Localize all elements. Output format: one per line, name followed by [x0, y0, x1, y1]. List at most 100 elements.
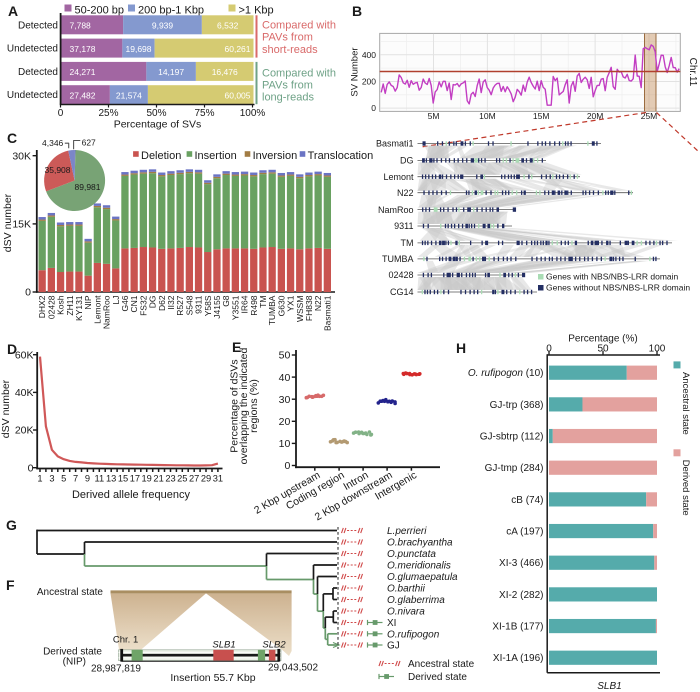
- svg-text:Deletion: Deletion: [141, 150, 181, 162]
- svg-text:O.rufipogon: O.rufipogon: [387, 629, 440, 640]
- svg-text:21: 21: [153, 474, 163, 484]
- svg-text:Percentage of SVs: Percentage of SVs: [114, 119, 202, 131]
- svg-text:4,346: 4,346: [42, 138, 64, 148]
- svg-text:Insertion: Insertion: [195, 150, 237, 162]
- svg-text:TM: TM: [258, 296, 268, 308]
- svg-text:23: 23: [165, 474, 175, 484]
- svg-text:Chr. 1: Chr. 1: [113, 635, 138, 646]
- svg-text:Genes without NBS/NBS-LRR doma: Genes without NBS/NBS-LRR domain: [546, 282, 690, 292]
- svg-text:Chr.11: Chr.11: [687, 58, 698, 87]
- svg-text:TUMBA: TUMBA: [382, 254, 414, 264]
- svg-text:O.nivara: O.nivara: [387, 607, 425, 618]
- svg-text:long-reads: long-reads: [262, 92, 314, 104]
- svg-text:S548: S548: [184, 295, 194, 315]
- svg-text:50: 50: [279, 350, 291, 362]
- svg-text:CG14: CG14: [390, 287, 414, 297]
- svg-text:O.glumaepatula: O.glumaepatula: [387, 572, 458, 583]
- svg-text:Inversion: Inversion: [253, 150, 298, 162]
- svg-text:50: 50: [597, 344, 609, 355]
- svg-text:(NIP): (NIP): [63, 657, 86, 668]
- svg-text:GJ-tmp (284): GJ-tmp (284): [485, 463, 544, 474]
- svg-text:31: 31: [213, 474, 223, 484]
- svg-text:14,197: 14,197: [158, 67, 184, 77]
- svg-text:XI-3 (466): XI-3 (466): [499, 558, 543, 569]
- svg-text:N22: N22: [313, 295, 323, 311]
- svg-text:02428: 02428: [46, 295, 56, 319]
- svg-text:10M: 10M: [479, 111, 496, 121]
- svg-text:28,987,819: 28,987,819: [91, 664, 141, 675]
- svg-text:16,476: 16,476: [212, 67, 238, 77]
- svg-text:25M: 25M: [641, 111, 658, 121]
- svg-text:II32: II32: [166, 295, 176, 309]
- svg-text:40: 40: [279, 372, 291, 384]
- svg-text:TUMBA: TUMBA: [267, 295, 277, 325]
- svg-text:Undetected: Undetected: [7, 90, 58, 101]
- svg-text:FH838: FH838: [304, 295, 314, 321]
- svg-text:02428: 02428: [388, 270, 413, 280]
- svg-text:R498: R498: [249, 295, 259, 316]
- svg-text:Genes with NBS/NBS-LRR domain: Genes with NBS/NBS-LRR domain: [546, 271, 679, 281]
- svg-text:TM: TM: [401, 238, 414, 248]
- svg-text:E: E: [232, 339, 241, 355]
- svg-text:15: 15: [118, 474, 128, 484]
- svg-text:G46: G46: [120, 295, 130, 311]
- svg-text:short-reads: short-reads: [262, 44, 318, 56]
- svg-text:IR64: IR64: [240, 295, 250, 313]
- svg-text:3: 3: [49, 474, 54, 484]
- svg-text:Lemont: Lemont: [92, 295, 102, 324]
- svg-text:L.perrieri: L.perrieri: [387, 526, 427, 537]
- svg-text:7,788: 7,788: [70, 21, 92, 31]
- svg-text:10: 10: [279, 438, 291, 450]
- svg-text:Basmati1: Basmati1: [376, 139, 414, 149]
- svg-text:Ancestral state: Ancestral state: [37, 587, 104, 598]
- svg-text:0: 0: [28, 462, 34, 474]
- svg-text:Percentage (%): Percentage (%): [568, 334, 637, 345]
- svg-text:19,698: 19,698: [126, 44, 152, 54]
- svg-text:GJ-trp (368): GJ-trp (368): [490, 400, 544, 411]
- svg-text:27,482: 27,482: [70, 90, 96, 100]
- svg-text:Insertion 55.7 Kbp: Insertion 55.7 Kbp: [170, 672, 255, 684]
- svg-text:SLB1: SLB1: [212, 640, 235, 651]
- svg-text:D: D: [7, 341, 17, 357]
- svg-text:35,908: 35,908: [45, 165, 71, 175]
- svg-text:C: C: [7, 130, 17, 146]
- svg-text:Detected: Detected: [18, 20, 58, 31]
- svg-text:LJ: LJ: [111, 295, 121, 304]
- svg-text:50%: 50%: [146, 108, 166, 119]
- svg-text:H: H: [456, 340, 466, 356]
- svg-text:627: 627: [82, 138, 96, 148]
- svg-text:0: 0: [546, 344, 552, 355]
- svg-text:GJ-sbtrp (112): GJ-sbtrp (112): [480, 432, 544, 443]
- svg-text:Kosh: Kosh: [56, 295, 66, 315]
- svg-text:DG: DG: [148, 296, 158, 309]
- svg-text:NamRoo: NamRoo: [378, 205, 414, 215]
- svg-text:DHX2: DHX2: [37, 295, 47, 318]
- svg-text:Detected: Detected: [18, 67, 58, 78]
- svg-text:regions (%): regions (%): [248, 379, 260, 433]
- svg-text:19: 19: [142, 474, 152, 484]
- svg-text:37,178: 37,178: [70, 44, 96, 54]
- svg-text:XI-1A (196): XI-1A (196): [493, 653, 544, 664]
- svg-text:40K: 40K: [15, 387, 34, 399]
- svg-text:XI: XI: [387, 618, 396, 629]
- svg-text:J4155: J4155: [212, 295, 222, 318]
- svg-text:CN1: CN1: [129, 295, 139, 312]
- svg-text:XI-2 (282): XI-2 (282): [499, 590, 543, 601]
- svg-text:0: 0: [371, 103, 376, 113]
- svg-text:dSV number: dSV number: [2, 193, 14, 252]
- svg-text:F: F: [6, 577, 15, 593]
- svg-text:15K: 15K: [12, 219, 31, 231]
- svg-text:25: 25: [177, 474, 187, 484]
- svg-text:D62: D62: [157, 295, 167, 311]
- svg-text:Compared with: Compared with: [262, 67, 336, 79]
- svg-text:Undetected: Undetected: [7, 44, 58, 55]
- svg-text:O.meridionalis: O.meridionalis: [387, 561, 451, 572]
- svg-text:200: 200: [362, 77, 376, 87]
- svg-text:89,981: 89,981: [75, 182, 101, 192]
- svg-text:Derived state: Derived state: [680, 460, 691, 516]
- svg-text:17: 17: [130, 474, 140, 484]
- svg-text:FS32: FS32: [138, 295, 148, 316]
- svg-text:O.barthii: O.barthii: [387, 584, 426, 595]
- svg-text:20M: 20M: [587, 111, 604, 121]
- svg-text:0: 0: [25, 287, 31, 299]
